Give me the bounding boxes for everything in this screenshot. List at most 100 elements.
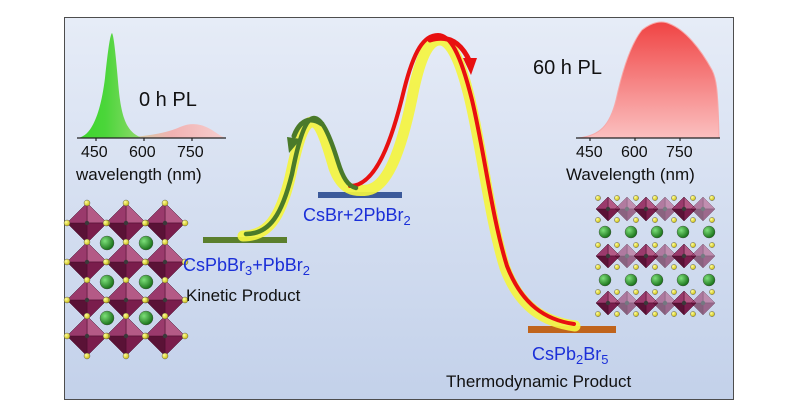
kinetic-state-label: CsPbBr3+PbBr2 [183, 255, 310, 277]
cs-atom [624, 273, 638, 287]
intermediate-subscript: 2 [403, 212, 411, 228]
pbbr6-octahedron [66, 202, 108, 244]
thermo-formula-part1: CsPb [532, 344, 577, 364]
br-atom [63, 296, 71, 304]
pb-atom [162, 297, 168, 303]
pb-atom [123, 220, 129, 226]
forward-arrow-hook [427, 35, 473, 65]
br-atom [63, 332, 71, 340]
cspb2br5-crystal-structure [595, 195, 716, 317]
pb-atom [643, 300, 649, 306]
octahedron-face [164, 279, 186, 301]
br-atom [633, 242, 639, 248]
pb-atom [605, 253, 611, 259]
br-atom [690, 195, 696, 201]
pb-atom [700, 253, 706, 259]
octahedron-face [671, 196, 685, 210]
cs-atom [624, 225, 638, 239]
octahedron-face [595, 196, 609, 210]
pb-br-layer-unit [614, 196, 640, 222]
br-atom [614, 242, 620, 248]
octahedron-face [614, 290, 628, 304]
pbbr6-octahedron [105, 315, 147, 357]
octahedron-face [125, 202, 147, 224]
br-atom [671, 217, 677, 223]
right-tick-600: 600 [621, 144, 648, 161]
cs-atom [138, 310, 154, 326]
br-atom [652, 264, 658, 270]
pb-atom [643, 253, 649, 259]
right-axis-label: Wavelength (nm) [566, 165, 695, 184]
pbbr6-octahedron [105, 202, 147, 244]
octahedron-face [105, 279, 127, 301]
octahedron-face [66, 279, 88, 301]
octahedron-face [690, 196, 704, 210]
intermediate-formula: CsBr+2PbBr [303, 205, 404, 225]
br-atom [671, 195, 677, 201]
pb-br-layer-unit [652, 196, 678, 222]
cs-atom [676, 273, 690, 287]
left-spectrum-title: 0 h PL [139, 89, 197, 111]
pb-atom [123, 333, 129, 339]
pbbr6-octahedron [144, 315, 186, 357]
pb-atom [662, 206, 668, 212]
br-atom [181, 332, 189, 340]
br-atom [141, 258, 149, 266]
cs-atom [99, 274, 115, 290]
pb-atom [662, 300, 668, 306]
cs-atom [676, 225, 690, 239]
octahedron-face [690, 290, 704, 304]
octahedron-face [633, 243, 647, 257]
thermodynamic-state-label: CsPb2Br5 [532, 344, 608, 366]
cs-atom [138, 235, 154, 251]
cs-atom [702, 273, 716, 287]
kinetic-formula-part1: CsPbBr [183, 255, 246, 275]
br-atom [614, 195, 620, 201]
cs-atom [598, 273, 612, 287]
kinetic-formula-part2: +PbBr [252, 255, 303, 275]
br-atom [102, 258, 110, 266]
br-atom [633, 289, 639, 295]
octahedron-face [86, 335, 108, 357]
br-atom [161, 312, 169, 320]
pb-atom [700, 206, 706, 212]
octahedron-face [633, 290, 647, 304]
pb-atom [84, 297, 90, 303]
br-atom [652, 195, 658, 201]
br-atom [671, 242, 677, 248]
cs-atom [650, 225, 664, 239]
br-atom [122, 276, 130, 284]
br-atom [671, 289, 677, 295]
br-atom [161, 352, 169, 360]
br-atom [63, 219, 71, 227]
octahedron-face [144, 241, 166, 263]
pbbr6-octahedron [105, 279, 147, 321]
br-atom [595, 242, 601, 248]
back-arrowhead [287, 137, 301, 153]
right-tick-450: 450 [576, 144, 603, 161]
br-atom [671, 264, 677, 270]
octahedron-face [595, 290, 609, 304]
pbbr6-octahedron [66, 279, 108, 321]
right-tick-750: 750 [666, 144, 693, 161]
intermediate-state-label: CsBr+2PbBr2 [303, 205, 411, 227]
forward-arrowhead [463, 58, 477, 75]
br-atom [709, 195, 715, 201]
octahedron-face [144, 335, 166, 357]
br-atom [102, 296, 110, 304]
br-atom [83, 312, 91, 320]
octahedron-face [690, 243, 704, 257]
br-atom [709, 242, 715, 248]
br-atom [614, 264, 620, 270]
pb-atom [162, 259, 168, 265]
reaction-path-glow [237, 34, 581, 332]
pb-br-layer-unit [595, 196, 621, 222]
octahedron-face [595, 243, 609, 257]
octahedron-face [66, 222, 88, 244]
pbbr6-octahedron [66, 241, 108, 283]
cs-atom [702, 225, 716, 239]
br-atom [709, 264, 715, 270]
br-atom [633, 217, 639, 223]
pb-atom [123, 297, 129, 303]
octahedron-face [144, 315, 166, 337]
